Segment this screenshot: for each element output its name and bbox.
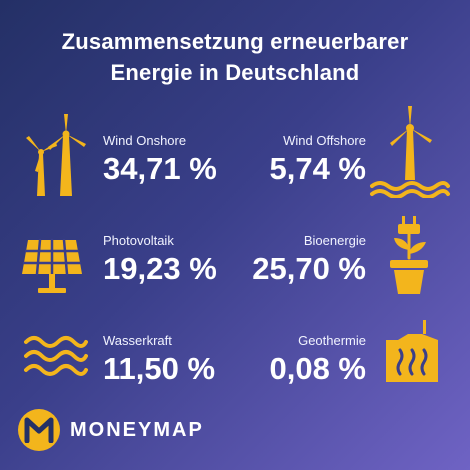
stat-wind-offshore: Wind Offshore 5,74 %: [166, 133, 366, 187]
brand-logo: MONEYMAP: [18, 408, 204, 452]
stat-label: Wind Onshore: [103, 133, 187, 148]
stat-bioenergie: Bioenergie 25,70 %: [166, 233, 366, 287]
stat-geothermie: Geothermie 0,08 %: [166, 333, 366, 387]
stat-label: Geothermie: [298, 333, 366, 348]
water-waves-icon: [24, 332, 88, 380]
stat-wasserkraft: Wasserkraft 11,50 %: [103, 333, 303, 387]
title-line-2: Energie in Deutschland: [110, 60, 360, 85]
stat-label: Bioenergie: [303, 233, 366, 248]
page-title: Zusammensetzung erneuerbarer Energie in …: [0, 26, 470, 88]
stat-value: 0,08 %: [269, 351, 366, 386]
stat-label: Photovoltaik: [103, 233, 174, 248]
brand-name: MONEYMAP: [70, 418, 204, 441]
title-line-1: Zusammensetzung erneuerbarer: [61, 29, 409, 54]
stat-value: 19,23 %: [103, 251, 217, 286]
stat-photovoltaik: Photovoltaik 19,23 %: [103, 233, 303, 287]
plug-plant-icon: [386, 214, 432, 296]
moneymap-logo-icon: [18, 409, 60, 451]
stat-label: Wind Offshore: [283, 133, 366, 148]
stat-value: 11,50 %: [103, 351, 216, 386]
stat-value: 25,70 %: [252, 251, 366, 286]
solar-panel-icon: [20, 236, 84, 296]
offshore-wind-turbine-icon: [368, 106, 452, 198]
stat-label: Wasserkraft: [103, 333, 172, 348]
stat-value: 34,71 %: [103, 151, 217, 186]
geothermal-heat-icon: [384, 320, 440, 384]
wind-turbines-icon: [18, 114, 90, 198]
stat-value: 5,74 %: [269, 151, 366, 186]
stat-wind-onshore: Wind Onshore 34,71 %: [103, 133, 303, 187]
